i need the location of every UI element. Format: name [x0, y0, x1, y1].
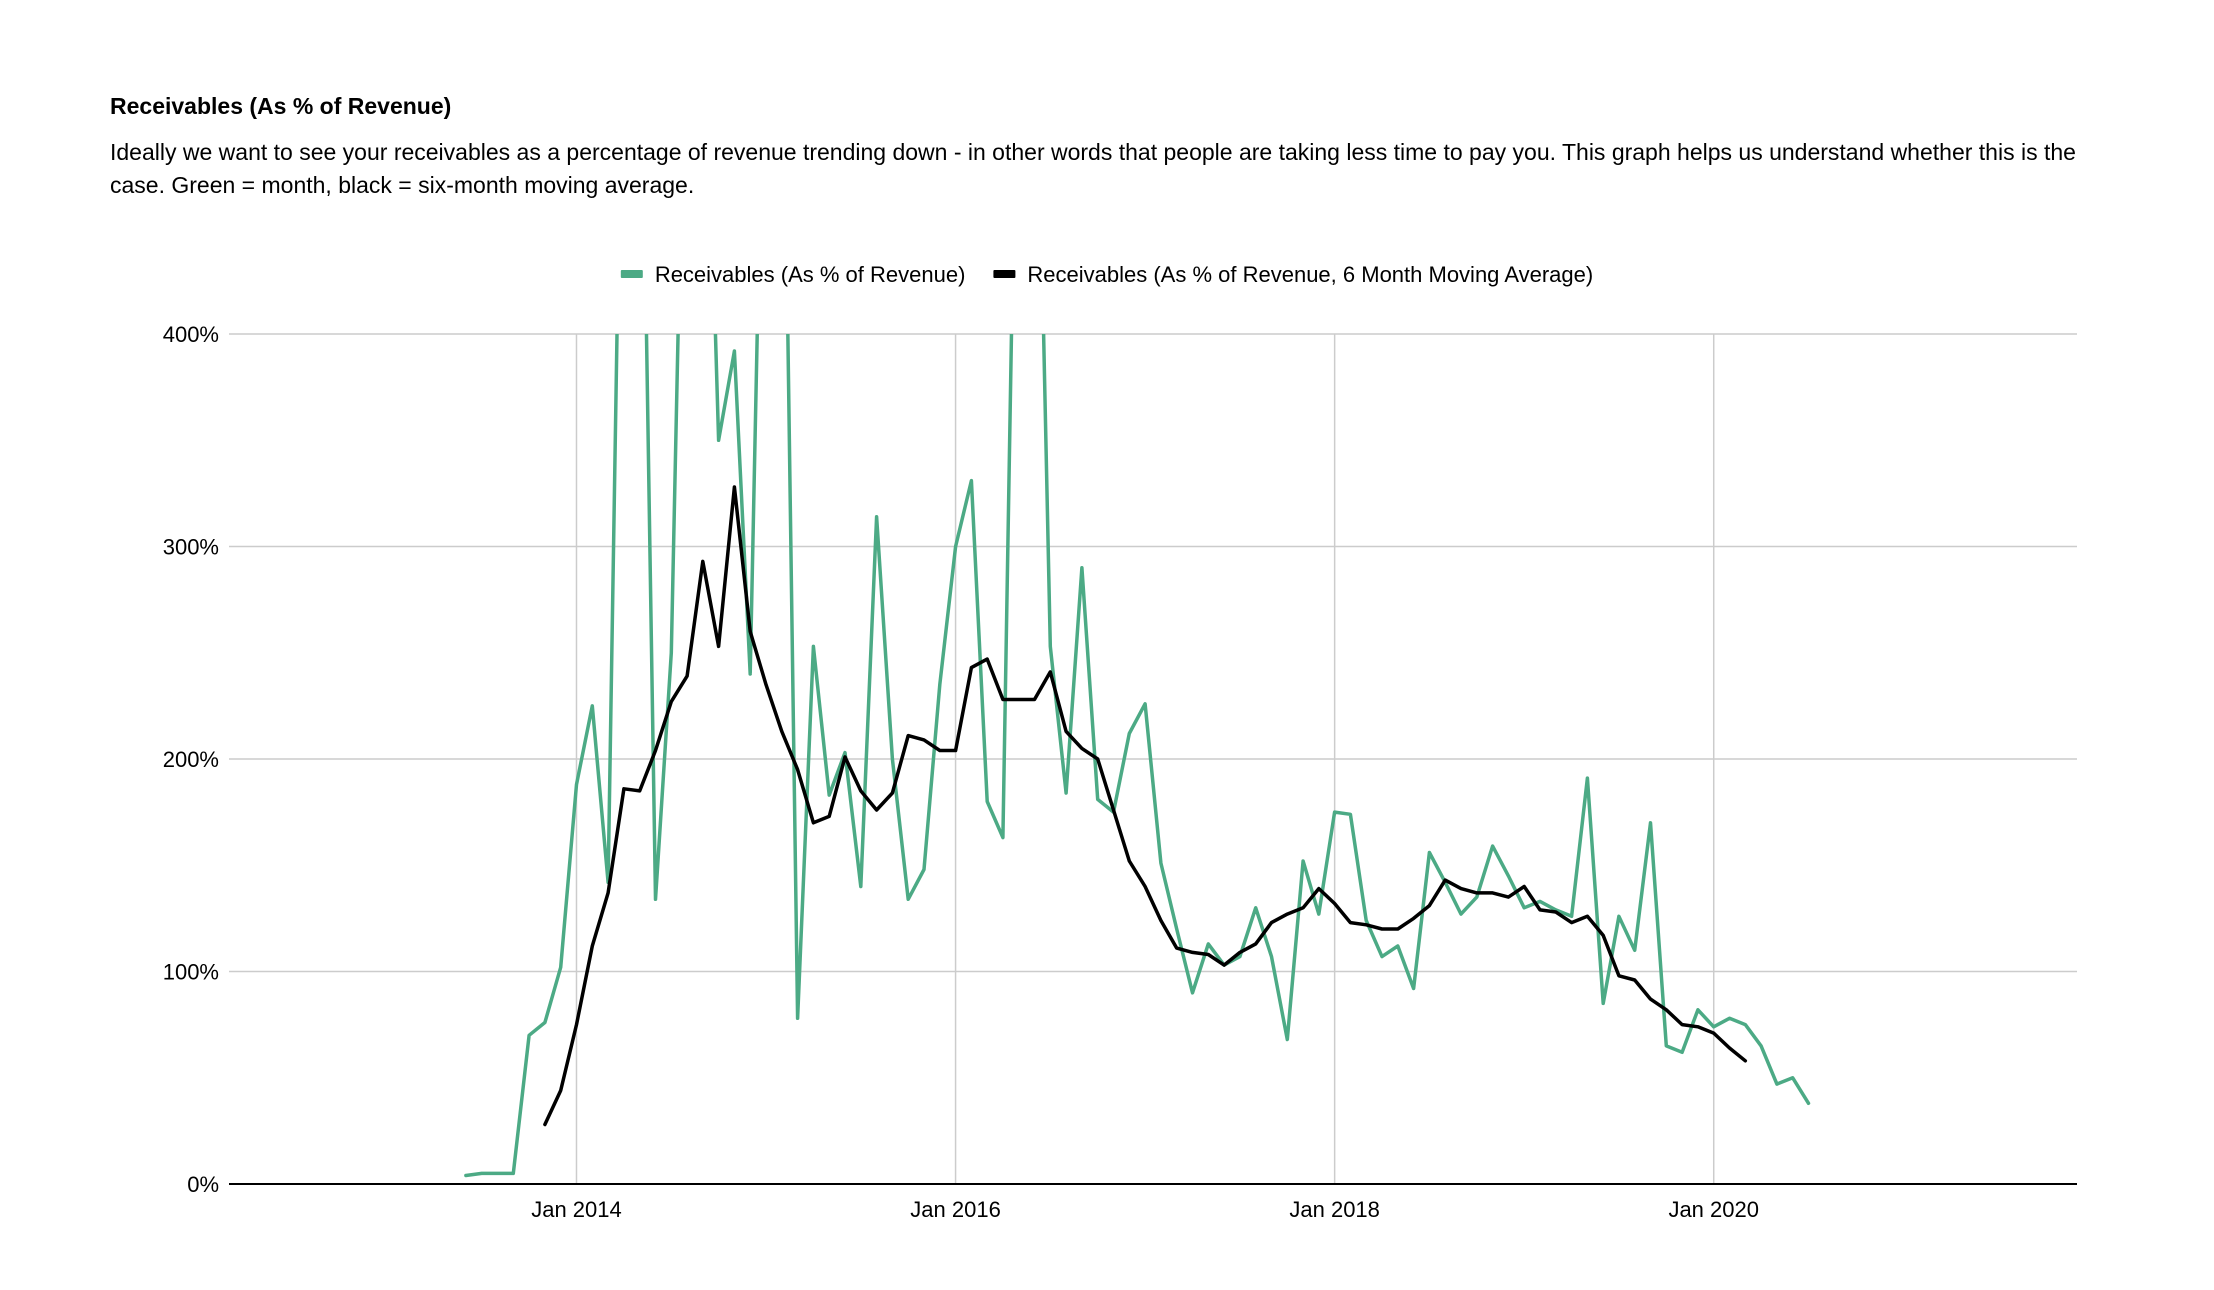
legend-label: Receivables (As % of Revenue): [655, 262, 966, 287]
gridlines: [229, 333, 2077, 1184]
series-moving-average: [543, 485, 1748, 1127]
legend-swatch: [993, 270, 1016, 278]
legend-label: Receivables (As % of Revenue, 6 Month Mo…: [1027, 262, 1593, 287]
y-tick-label: 0%: [187, 1172, 219, 1197]
series-line-monthly: [464, 334, 1811, 1178]
y-tick-label: 100%: [163, 960, 219, 985]
plot-area: [464, 334, 1811, 1178]
x-tick-label: Jan 2020: [1668, 1197, 1759, 1222]
series-monthly: [464, 334, 1811, 1178]
x-tick-label: Jan 2018: [1289, 1197, 1380, 1222]
legend-item-moving-average: Receivables (As % of Revenue, 6 Month Mo…: [993, 262, 1593, 287]
chart-header: Receivables (As % of Revenue) Ideally we…: [110, 92, 2090, 202]
y-axis: 0% 100% 200% 300% 400%: [163, 322, 219, 1197]
legend-item-monthly: Receivables (As % of Revenue): [620, 262, 966, 287]
chart-title: Receivables (As % of Revenue): [110, 93, 452, 119]
x-tick-label: Jan 2016: [910, 1197, 1001, 1222]
y-tick-label: 400%: [163, 322, 219, 347]
y-tick-label: 200%: [163, 747, 219, 772]
chart-description: Ideally we want to see your receivables …: [110, 139, 2076, 198]
y-tick-label: 300%: [163, 535, 219, 560]
x-axis: Jan 2014 Jan 2016 Jan 2018 Jan 2020: [229, 1183, 2077, 1222]
series-line-moving-average: [543, 485, 1748, 1127]
x-tick-label: Jan 2014: [531, 1197, 622, 1222]
legend-swatch: [620, 270, 643, 278]
legend: Receivables (As % of Revenue) Receivables…: [620, 262, 1593, 287]
